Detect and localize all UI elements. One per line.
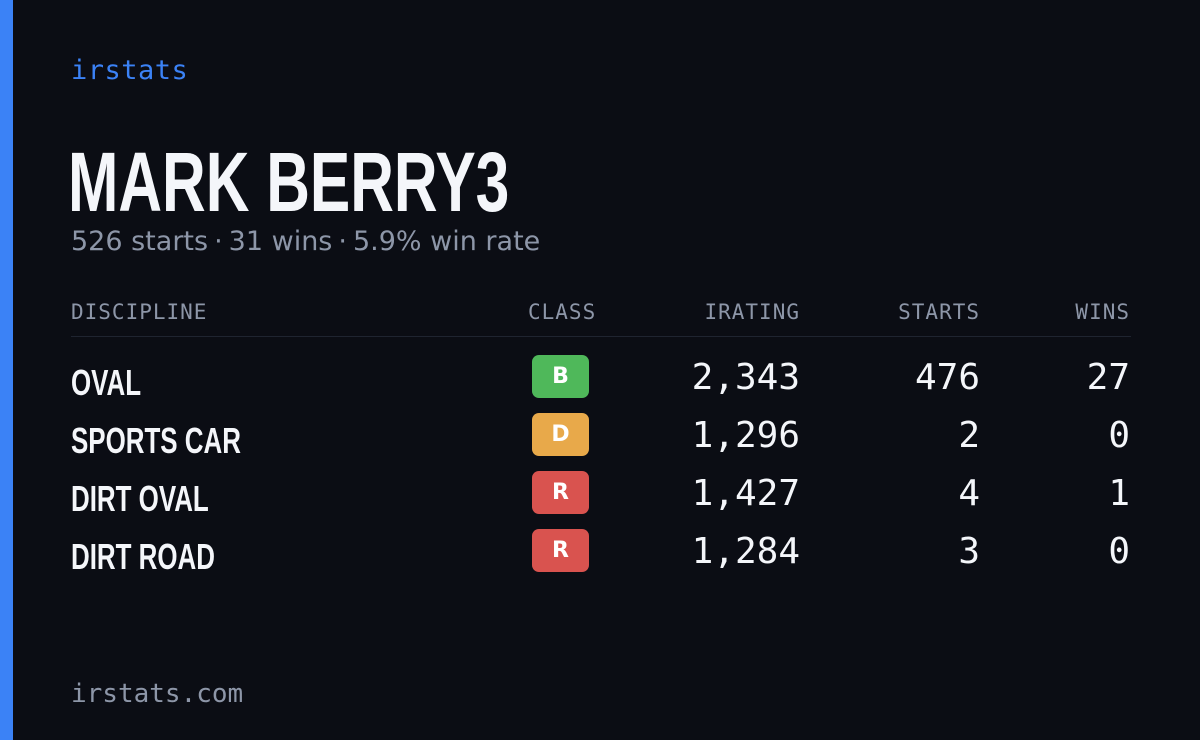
starts-value: 4 <box>958 473 980 514</box>
driver-name: MARK BERRY3 <box>68 135 510 229</box>
irating-value: 1,296 <box>691 415 800 456</box>
table-row: DIRT OVAL R 1,427 4 1 <box>71 469 1131 527</box>
class-badge: R <box>532 529 589 572</box>
class-badge: D <box>532 413 589 456</box>
footer-site-url: irstats.com <box>71 679 244 709</box>
wins-value: 0 <box>1108 531 1130 572</box>
summary-separator: · <box>214 226 223 257</box>
starts-value: 476 <box>914 357 980 398</box>
brand-logo-text: irstats <box>71 55 189 86</box>
column-header-starts: STARTS <box>898 300 980 324</box>
class-badge: R <box>532 471 589 514</box>
column-header-wins: WINS <box>1075 300 1130 324</box>
table-row: DIRT ROAD R 1,284 3 0 <box>71 527 1131 585</box>
starts-value: 3 <box>958 531 980 572</box>
discipline-name: DIRT ROAD <box>71 536 215 577</box>
discipline-name: SPORTS CAR <box>71 420 241 461</box>
accent-bar <box>0 0 13 740</box>
summary-separator: · <box>338 226 347 257</box>
table-row: SPORTS CAR D 1,296 2 0 <box>71 411 1131 469</box>
irating-value: 1,284 <box>691 531 800 572</box>
wins-value: 27 <box>1086 357 1130 398</box>
irating-value: 1,427 <box>691 473 800 514</box>
table-body: OVAL B 2,343 476 27 SPORTS CAR D 1,296 2… <box>71 337 1131 585</box>
summary-starts: 526 starts <box>71 226 209 257</box>
driver-summary: 526 starts · 31 wins · 5.9% win rate <box>71 226 540 257</box>
wins-value: 1 <box>1108 473 1130 514</box>
wins-value: 0 <box>1108 415 1130 456</box>
class-badge: B <box>532 355 589 398</box>
discipline-table: DISCIPLINE CLASS IRATING STARTS WINS OVA… <box>71 296 1131 585</box>
table-row: OVAL B 2,343 476 27 <box>71 353 1131 411</box>
column-header-irating: IRATING <box>704 300 800 324</box>
summary-wins: 31 wins <box>228 226 333 257</box>
discipline-name: OVAL <box>71 362 142 403</box>
irating-value: 2,343 <box>691 357 800 398</box>
summary-win-rate: 5.9% win rate <box>352 226 541 257</box>
column-header-class: CLASS <box>528 300 597 324</box>
column-header-discipline: DISCIPLINE <box>71 300 208 324</box>
table-header: DISCIPLINE CLASS IRATING STARTS WINS <box>71 296 1131 337</box>
discipline-name: DIRT OVAL <box>71 478 209 519</box>
starts-value: 2 <box>958 415 980 456</box>
